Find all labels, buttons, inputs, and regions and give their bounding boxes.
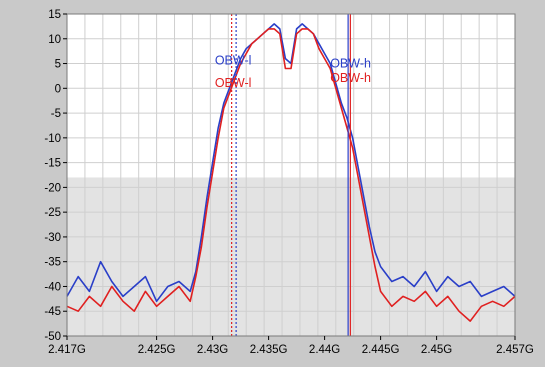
y-tick-label: -20 <box>44 182 61 194</box>
obw-marker-label: OBW-l <box>215 76 252 90</box>
x-tick-label: 2.425G <box>138 344 176 356</box>
y-tick-label: 0 <box>55 83 61 95</box>
x-tick-label: 2.45G <box>421 344 452 356</box>
y-tick-label: -30 <box>44 232 61 244</box>
y-axis: 15 10 5 0 -5 -10 -15 -20 -25 -30 -35 -40 -45 -50 <box>44 9 67 343</box>
y-tick-label: -45 <box>44 306 61 318</box>
y-tick-label: 15 <box>48 9 61 21</box>
obw-markers <box>231 14 351 336</box>
x-tick-label: 2.435G <box>250 344 288 356</box>
y-tick-label: -5 <box>51 108 61 120</box>
obw-marker-label: OBW-h <box>330 57 371 71</box>
x-tick-label: 2.43G <box>197 344 228 356</box>
plot-frame <box>66 13 516 337</box>
series-line-1 <box>66 23 516 303</box>
y-tick-label: -10 <box>44 133 61 145</box>
x-axis: 2.417G 2.425G 2.43G 2.435G 2.44G 2.445G 2.45G 2… <box>48 336 534 356</box>
y-tick-label: -35 <box>44 257 61 269</box>
series-line-2 <box>66 28 516 322</box>
y-tick-label: -40 <box>44 281 61 293</box>
y-tick-label: -25 <box>44 207 61 219</box>
x-tick-label: 2.417G <box>48 344 86 356</box>
obw-marker-label: OBW-l <box>215 54 252 68</box>
plot-lower-band <box>67 177 515 336</box>
x-tick-label: 2.44G <box>309 344 340 356</box>
x-tick-label: 2.457G <box>496 344 534 356</box>
y-tick-label: -15 <box>44 158 61 170</box>
y-tick-label: -50 <box>44 331 61 343</box>
x-tick-label: 2.445G <box>362 344 400 356</box>
y-tick-label: 10 <box>48 34 61 46</box>
y-tick-label: 5 <box>55 59 61 71</box>
series-group <box>66 23 516 322</box>
obw-marker-label: OBW-h <box>330 71 371 85</box>
